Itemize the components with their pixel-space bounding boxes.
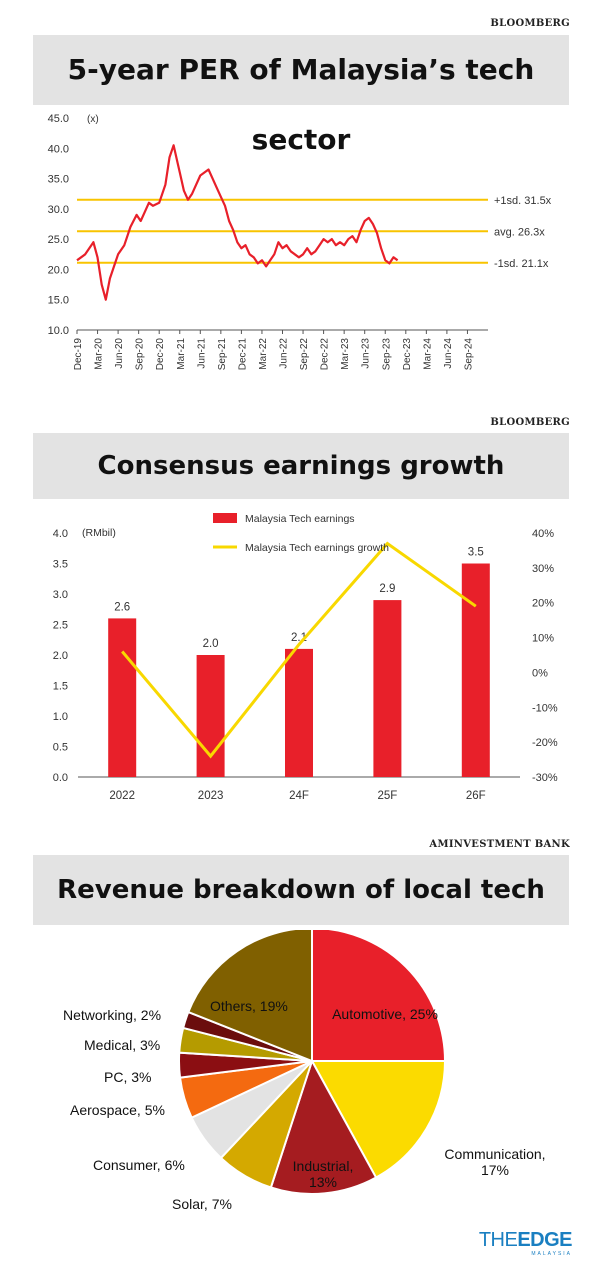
y2-tick-label: -20%	[532, 737, 558, 749]
y-unit-label: (x)	[87, 114, 99, 125]
x-tick-label: Jun-22	[279, 338, 290, 369]
pie-slice	[269, 1058, 378, 1195]
pie-slice	[311, 930, 447, 1062]
x-tick-label: 2023	[198, 790, 224, 802]
earnings-bar	[373, 600, 402, 777]
source-label-bloomberg-2: BLOOMBERG	[490, 417, 570, 428]
y2-tick-label: 20%	[532, 598, 554, 610]
x-tick-label: Jun-21	[196, 338, 207, 369]
pie-label-aerospace: Aerospace, 5%	[70, 1102, 165, 1118]
logo-the: THE	[478, 1229, 518, 1251]
revenue-pie-chart	[178, 930, 447, 1195]
y-tick-label: 15.0	[48, 295, 69, 307]
x-tick-label: Sep-20	[135, 338, 146, 371]
earnings-bar	[108, 618, 137, 777]
pie-label-networking: Networking, 2%	[63, 1007, 162, 1023]
y-tick-label: 10.0	[48, 325, 69, 337]
x-tick-label: 24F	[289, 790, 309, 802]
x-tick-label: 2022	[109, 790, 135, 802]
y-tick-label: 30.0	[48, 204, 69, 216]
logo-malaysia: MALAYSIA	[531, 1251, 572, 1257]
x-tick-label: Mar-24	[422, 338, 433, 370]
y-tick-label: 20.0	[48, 264, 69, 276]
y-tick-label: 3.5	[53, 559, 68, 571]
bar-value-label: 2.6	[114, 601, 130, 613]
earnings-bar	[461, 563, 490, 777]
x-tick-label: Mar-23	[340, 338, 351, 370]
x-tick-label: Sep-21	[217, 338, 228, 371]
y2-tick-label: 40%	[532, 528, 554, 540]
pie-label-communication: Communication, 17%	[444, 1146, 546, 1178]
earnings-bar	[285, 648, 313, 777]
pie-slice	[310, 1060, 447, 1179]
x-tick-label: Sep-24	[463, 338, 474, 371]
source-label-bloomberg: BLOOMBERG	[490, 18, 570, 29]
reference-line-label: -1sd. 21.1x	[494, 258, 549, 270]
y-tick-label: 1.0	[53, 711, 68, 723]
x-tick-label: Mar-21	[176, 338, 187, 370]
reference-line-label: +1sd. 31.5x	[494, 195, 552, 207]
legend-label-earnings: Malaysia Tech earnings	[245, 513, 355, 525]
y-tick-label: 45.0	[48, 113, 69, 125]
logo-edge: EDGE	[517, 1229, 572, 1251]
per-line-chart: 10.0 15.0 20.0 25.0 30.0 35.0 40.0 45.0 (x) Dec-1…	[48, 113, 552, 371]
pie-label-automotive: Automotive, 25%	[332, 1006, 438, 1022]
y-tick-label: 40.0	[48, 143, 69, 155]
y-tick-label: 3.0	[53, 589, 68, 601]
title-revenue-pie: Revenue breakdown of local tech sector	[33, 855, 569, 975]
y-tick-label: 35.0	[48, 174, 69, 186]
x-tick-label: Sep-23	[381, 338, 392, 371]
pie-label-industrial: Industrial, 13%	[292, 1158, 354, 1190]
x-tick-label: 26F	[466, 790, 486, 802]
legend-label-growth: Malaysia Tech earnings growth	[245, 542, 389, 554]
y-unit-label: (RMbil)	[82, 527, 116, 539]
legend-swatch-earnings	[213, 513, 237, 523]
y-tick-label: 1.5	[53, 681, 68, 693]
x-tick-label: Dec-21	[237, 338, 248, 371]
y-tick-label: 0.0	[53, 772, 68, 784]
y-tick-label: 2.0	[53, 650, 68, 662]
x-tick-label: Dec-23	[402, 338, 413, 371]
bar-value-label: 2.0	[203, 638, 219, 650]
pie-label-consumer: Consumer, 6%	[93, 1157, 185, 1173]
y-tick-label: 2.5	[53, 620, 68, 632]
per-series-line	[76, 144, 399, 301]
y2-tick-label: -10%	[532, 702, 558, 714]
reference-line-label: avg. 26.3x	[494, 226, 545, 238]
y2-tick-label: -30%	[532, 772, 558, 784]
title-earnings-chart: Consensus earnings growth	[33, 433, 569, 499]
pie-label-pc: PC, 3%	[104, 1069, 152, 1085]
the-edge-logo: THEEDGE MALAYSIA	[478, 1229, 573, 1257]
growth-series-line	[121, 541, 477, 759]
pie-label-solar: Solar, 7%	[172, 1196, 232, 1212]
y-tick-label: 4.0	[53, 528, 68, 540]
bar-value-label: 3.5	[468, 547, 484, 559]
bar-value-label: 2.9	[379, 583, 395, 595]
y2-tick-label: 30%	[532, 563, 554, 575]
x-tick-label: 25F	[377, 790, 397, 802]
x-tick-label: Dec-20	[155, 338, 166, 371]
pie-slice	[187, 930, 313, 1063]
x-tick-label: Dec-19	[73, 338, 84, 371]
pie-label-medical: Medical, 3%	[84, 1037, 161, 1053]
x-tick-label: Mar-20	[94, 338, 105, 370]
y-tick-label: 0.5	[53, 742, 68, 754]
title-per-chart: 5-year PER of Malaysia’s tech sector	[33, 35, 569, 156]
y2-tick-label: 0%	[532, 667, 548, 679]
x-tick-label: Jun-24	[443, 338, 454, 369]
source-label-aminvestment: AMINVESTMENT BANK	[429, 839, 570, 850]
y2-tick-label: 10%	[532, 633, 554, 645]
x-tick-label: Jun-20	[114, 338, 125, 369]
x-tick-label: Sep-22	[299, 338, 310, 371]
pie-label-others: Others, 19%	[210, 998, 288, 1014]
x-tick-label: Mar-22	[258, 338, 269, 370]
x-tick-label: Dec-22	[320, 338, 331, 371]
earnings-bar	[196, 655, 225, 777]
x-tick-label: Jun-23	[361, 338, 372, 369]
y-tick-label: 25.0	[48, 234, 69, 246]
earnings-bar-chart: 0.0 0.5 1.0 1.5 2.0 2.5 3.0 3.5 4.0 (RMbil) -30% -2…	[53, 513, 558, 802]
